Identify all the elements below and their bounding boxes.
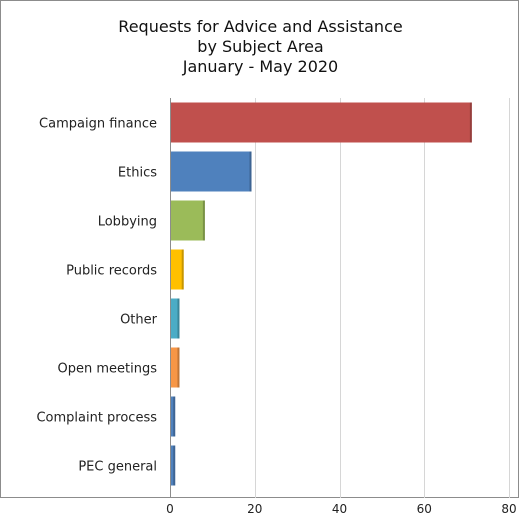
chart-title-line-2: by Subject Area [197, 37, 324, 56]
bar-lobbying [171, 200, 205, 241]
bars [171, 102, 472, 486]
bar-complaint-process [171, 396, 176, 437]
x-tick-label: 0 [166, 502, 174, 516]
bar-edge-shade [177, 347, 180, 388]
bar-open-meetings [171, 347, 180, 388]
x-tick-label: 60 [417, 502, 432, 516]
category-label: PEC general [78, 460, 157, 475]
x-tick-labels: 0 20 40 60 80 [166, 502, 516, 516]
x-tick-label: 20 [247, 502, 262, 516]
bar-public-records [171, 249, 184, 290]
chart-title: Requests for Advice and Assistance by Su… [0, 17, 521, 77]
chart-title-line-3: January - May 2020 [182, 57, 339, 76]
bar-edge-shade [177, 298, 180, 339]
category-labels: Campaign finance Ethics Lobbying Public rec… [36, 117, 157, 475]
category-label: Open meetings [58, 362, 158, 377]
chart-title-line-1: Requests for Advice and Assistance [118, 17, 403, 36]
gridlines [170, 98, 510, 498]
bar-edge-shade [469, 102, 472, 143]
bar-edge-shade [202, 200, 205, 241]
chart-frame [0, 0, 519, 498]
bar-pec-general [171, 445, 176, 486]
category-label: Other [120, 313, 158, 328]
category-label: Lobbying [98, 215, 157, 230]
category-label: Ethics [118, 166, 157, 181]
bar-edge-shade [173, 396, 176, 437]
category-label: Campaign finance [39, 117, 157, 132]
x-tick-label: 80 [501, 502, 516, 516]
category-label: Complaint process [36, 411, 157, 426]
bar-campaign-finance [171, 102, 472, 143]
bar-edge-shade [173, 445, 176, 486]
bar-edge-shade [181, 249, 184, 290]
x-tick-label: 40 [332, 502, 347, 516]
category-label: Public records [66, 264, 157, 279]
bar-edge-shade [249, 151, 252, 192]
bar-other [171, 298, 180, 339]
bar-ethics [171, 151, 252, 192]
